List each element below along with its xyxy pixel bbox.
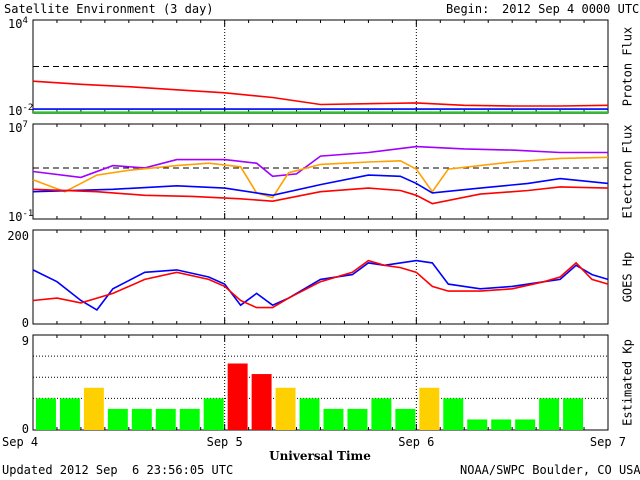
proton-y-axis-label: Proton Flux [621,27,635,106]
kp-bar [227,363,248,430]
electron-y-tick-label: 10-1 [8,209,33,224]
kp-bar [107,408,128,430]
proton-y-tick-label: 104 [8,16,28,31]
kp-bar [395,408,416,430]
kp-bar [83,387,104,430]
hp-frame [32,229,609,325]
updated-timestamp: Updated 2012 Sep 6 23:56:05 UTC [2,463,234,477]
proton-y-tick-label: 10-2 [8,103,33,118]
electron-y-tick-label: 107 [8,120,28,135]
kp-bar [563,398,584,430]
begin-label: Begin: [446,2,490,16]
hp-y-axis-label: GOES Hp [621,252,635,303]
x-tick-label: Sep 5 [207,435,243,449]
kp-bar [539,398,560,430]
x-tick-label: Sep 7 [590,435,626,449]
kp-bar [515,419,536,430]
kp-bar [443,398,464,430]
kp-bar [131,408,152,430]
proton-frame [32,19,609,114]
kp-y-axis-label: Estimated Kp [621,339,635,426]
kp-bar [299,398,320,430]
electron-series-line [32,156,609,199]
x-axis-title: Universal Time [269,449,371,463]
kp-bar [323,408,344,430]
hp-y-tick-label: 0 [22,316,29,330]
kp-y-tick-label: 0 [22,422,29,436]
kp-bar [371,398,392,430]
kp-bar [251,374,272,430]
plot-title: Satellite Environment (3 day) [4,2,214,16]
kp-bar [179,408,200,430]
kp-bar [59,398,80,430]
kp-bar [467,419,488,430]
kp-bar [347,408,368,430]
electron-series-line [32,186,609,205]
hp-series-line [32,259,609,311]
kp-bar [36,398,56,430]
proton-series-line [32,80,609,107]
kp-bar [491,419,512,430]
begin-value: 2012 Sep 4 0000 UTC [502,2,640,16]
electron-series-line [32,145,608,179]
electron-series-line [32,174,609,197]
kp-bar [275,387,296,430]
kp-bar [203,398,224,430]
x-tick-label: Sep 6 [398,435,434,449]
kp-y-tick-label: 9 [22,334,29,348]
credit-line: NOAA/SWPC Boulder, CO USA [460,463,640,477]
x-tick-label: Sep 4 [2,435,38,449]
kp-bar [419,387,440,430]
hp-series-line [32,259,609,309]
kp-bar [155,408,176,430]
electron-y-axis-label: Electron Flux [621,125,635,219]
hp-y-tick-label: 200 [7,229,29,243]
